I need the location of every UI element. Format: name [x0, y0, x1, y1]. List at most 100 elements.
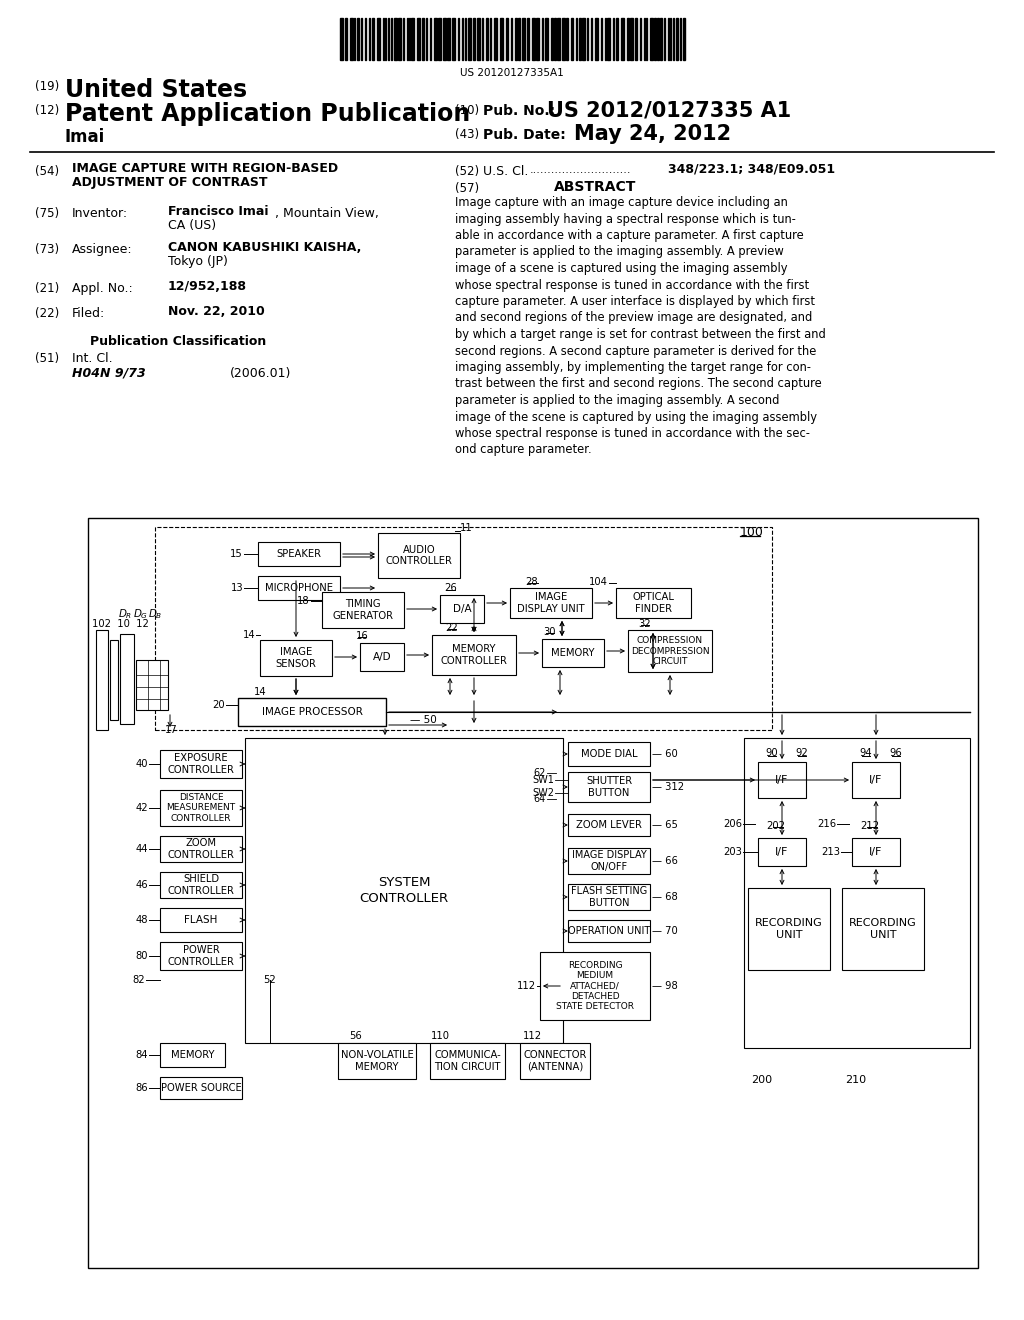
- Bar: [683, 18, 685, 59]
- Text: IMAGE
SENSOR: IMAGE SENSOR: [275, 647, 316, 669]
- Bar: [568, 920, 650, 942]
- Bar: [360, 643, 404, 671]
- Text: 94: 94: [860, 748, 872, 758]
- Bar: [500, 18, 503, 59]
- Text: 110: 110: [430, 1031, 450, 1041]
- Bar: [607, 18, 609, 59]
- Bar: [393, 18, 396, 59]
- Bar: [510, 587, 592, 618]
- Text: 15: 15: [230, 549, 243, 558]
- Bar: [568, 814, 650, 836]
- Text: Tokyo (JP): Tokyo (JP): [168, 255, 228, 268]
- Bar: [160, 750, 242, 777]
- Text: (2006.01): (2006.01): [230, 367, 292, 380]
- Bar: [465, 18, 466, 59]
- Bar: [485, 18, 488, 59]
- Bar: [852, 838, 900, 866]
- Text: TIMING
GENERATOR: TIMING GENERATOR: [333, 599, 393, 620]
- Text: IMAGE CAPTURE WITH REGION-BASED: IMAGE CAPTURE WITH REGION-BASED: [72, 162, 338, 176]
- Text: 203: 203: [723, 847, 742, 857]
- Text: DISTANCE
MEASUREMENT
CONTROLLER: DISTANCE MEASUREMENT CONTROLLER: [167, 793, 236, 822]
- Bar: [440, 595, 484, 623]
- Bar: [506, 18, 508, 59]
- Text: 20: 20: [212, 700, 225, 710]
- Bar: [258, 543, 340, 566]
- Text: 206: 206: [723, 818, 742, 829]
- Bar: [430, 1043, 505, 1078]
- Text: — 65: — 65: [652, 820, 678, 830]
- Bar: [344, 18, 347, 59]
- Text: 64: 64: [534, 795, 546, 804]
- Text: COMMUNICA-
TION CIRCUIT: COMMUNICA- TION CIRCUIT: [434, 1051, 501, 1072]
- Text: SYSTEM
CONTROLLER: SYSTEM CONTROLLER: [359, 876, 449, 904]
- Bar: [462, 18, 463, 59]
- Bar: [635, 18, 637, 59]
- Text: MEMORY
CONTROLLER: MEMORY CONTROLLER: [440, 644, 508, 665]
- Text: Image capture with an image capture device including an
imaging assembly having : Image capture with an image capture devi…: [455, 195, 825, 457]
- Bar: [758, 838, 806, 866]
- Text: Pub. Date:: Pub. Date:: [483, 128, 565, 143]
- Bar: [494, 18, 497, 59]
- Text: (54): (54): [35, 165, 59, 178]
- Bar: [676, 18, 678, 59]
- Bar: [536, 18, 539, 59]
- Text: 100: 100: [740, 527, 764, 540]
- Bar: [447, 18, 450, 59]
- Text: 102  10  12: 102 10 12: [92, 619, 148, 630]
- Bar: [322, 591, 404, 628]
- Text: — 50: — 50: [410, 715, 437, 725]
- Bar: [842, 888, 924, 970]
- Bar: [621, 18, 624, 59]
- Bar: [616, 587, 691, 618]
- Text: SPEAKER: SPEAKER: [276, 549, 322, 558]
- Bar: [575, 18, 577, 59]
- Bar: [758, 762, 806, 799]
- Text: $D_G$: $D_G$: [133, 607, 148, 620]
- Text: 42: 42: [135, 803, 148, 813]
- Bar: [748, 888, 830, 970]
- Text: (21): (21): [35, 282, 59, 294]
- Bar: [650, 18, 652, 59]
- Text: Nov. 22, 2010: Nov. 22, 2010: [168, 305, 265, 318]
- Text: (75): (75): [35, 207, 59, 220]
- Text: Publication Classification: Publication Classification: [90, 335, 266, 348]
- Bar: [568, 742, 650, 766]
- Text: AUDIO
CONTROLLER: AUDIO CONTROLLER: [386, 545, 453, 566]
- Bar: [356, 18, 358, 59]
- Bar: [568, 884, 650, 909]
- Text: 112: 112: [522, 1031, 542, 1041]
- Text: 348/223.1; 348/E09.051: 348/223.1; 348/E09.051: [668, 162, 836, 176]
- Bar: [434, 18, 436, 59]
- Text: 14: 14: [254, 686, 266, 697]
- Bar: [744, 738, 970, 1048]
- Text: RECORDING
MEDIUM
ATTACHED/
DETACHED
STATE DETECTOR: RECORDING MEDIUM ATTACHED/ DETACHED STAT…: [556, 961, 634, 1011]
- Text: — 70: — 70: [652, 927, 678, 936]
- Bar: [627, 18, 629, 59]
- Text: 17: 17: [165, 725, 178, 735]
- Bar: [110, 640, 118, 719]
- Text: SHIELD
CONTROLLER: SHIELD CONTROLLER: [168, 874, 234, 896]
- Text: 46: 46: [135, 880, 148, 890]
- Bar: [468, 18, 470, 59]
- Text: 32: 32: [639, 619, 651, 630]
- Text: (12): (12): [35, 104, 59, 117]
- Text: Pub. No.:: Pub. No.:: [483, 104, 555, 117]
- Bar: [260, 640, 332, 676]
- Text: I/F: I/F: [869, 847, 883, 857]
- Text: 62: 62: [534, 768, 546, 777]
- Text: $D_B$: $D_B$: [148, 607, 163, 620]
- Text: — 68: — 68: [652, 892, 678, 902]
- Bar: [664, 18, 665, 59]
- Text: CA (US): CA (US): [168, 219, 216, 232]
- Text: FLASH SETTING
BUTTON: FLASH SETTING BUTTON: [570, 886, 647, 908]
- Text: I/F: I/F: [775, 847, 788, 857]
- Bar: [654, 18, 656, 59]
- Text: — 60: — 60: [652, 748, 678, 759]
- Text: OPERATION UNIT: OPERATION UNIT: [568, 927, 650, 936]
- Text: (43): (43): [455, 128, 479, 141]
- Bar: [411, 18, 414, 59]
- Text: MICROPHONE: MICROPHONE: [265, 583, 333, 593]
- Text: 44: 44: [135, 843, 148, 854]
- Text: 213: 213: [821, 847, 840, 857]
- Bar: [514, 18, 517, 59]
